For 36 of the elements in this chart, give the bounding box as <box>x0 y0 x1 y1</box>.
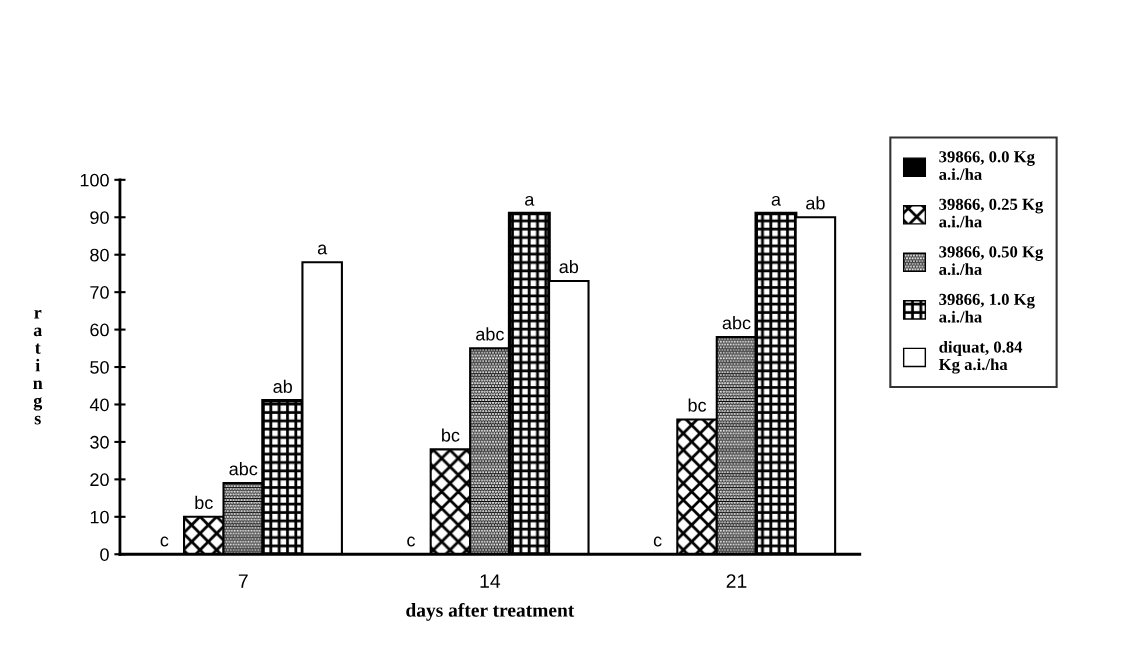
data-label: a <box>771 195 781 206</box>
y-tick-label: 100 <box>80 173 109 187</box>
y-axis-title: ratings <box>33 309 43 425</box>
data-label: bc <box>442 428 460 442</box>
data-label: ab <box>273 379 292 393</box>
legend-label: diquat, 0.84 Kg a.i./ha <box>938 340 1023 374</box>
legend-label: 39866, 1.0 Kg a.i./ha <box>939 293 1035 323</box>
data-label: bc <box>195 495 213 510</box>
y-tick-label: 20 <box>90 473 109 487</box>
x-tick-label: 14 <box>480 574 501 588</box>
data-label: ab <box>806 196 825 210</box>
data-label: abc <box>229 462 258 476</box>
data-label: ab <box>559 259 579 274</box>
data-label: abc <box>722 316 751 330</box>
y-tick-label: 90 <box>90 211 109 224</box>
y-tick-label: 40 <box>89 398 109 412</box>
data-label: abc <box>476 327 504 341</box>
x-tick-label: 7 <box>238 574 248 588</box>
y-tick-label: 60 <box>90 323 109 337</box>
x-axis-title: days after treatment <box>406 602 575 621</box>
data-label: bc <box>688 398 707 412</box>
y-tick-label: 80 <box>90 248 109 262</box>
y-tick-label: 0 <box>100 548 109 561</box>
data-label: c <box>653 536 662 547</box>
y-tick-label: 30 <box>90 435 109 449</box>
data-label: a <box>525 195 535 206</box>
y-tick-label: 70 <box>90 286 109 299</box>
legend-label: 39866, 0.50 Kg a.i./ha <box>939 246 1044 276</box>
data-label: c <box>407 536 415 547</box>
x-tick-label: 21 <box>726 574 747 588</box>
data-label: a <box>317 244 328 255</box>
y-tick-label: 50 <box>90 360 109 374</box>
y-tick-label: 10 <box>90 510 109 524</box>
legend-label: 39866, 0.0 Kg a.i./ha <box>939 151 1035 181</box>
legend-label: 39866, 0.25 Kg a.i./ha <box>939 198 1044 228</box>
data-label: c <box>160 536 169 547</box>
